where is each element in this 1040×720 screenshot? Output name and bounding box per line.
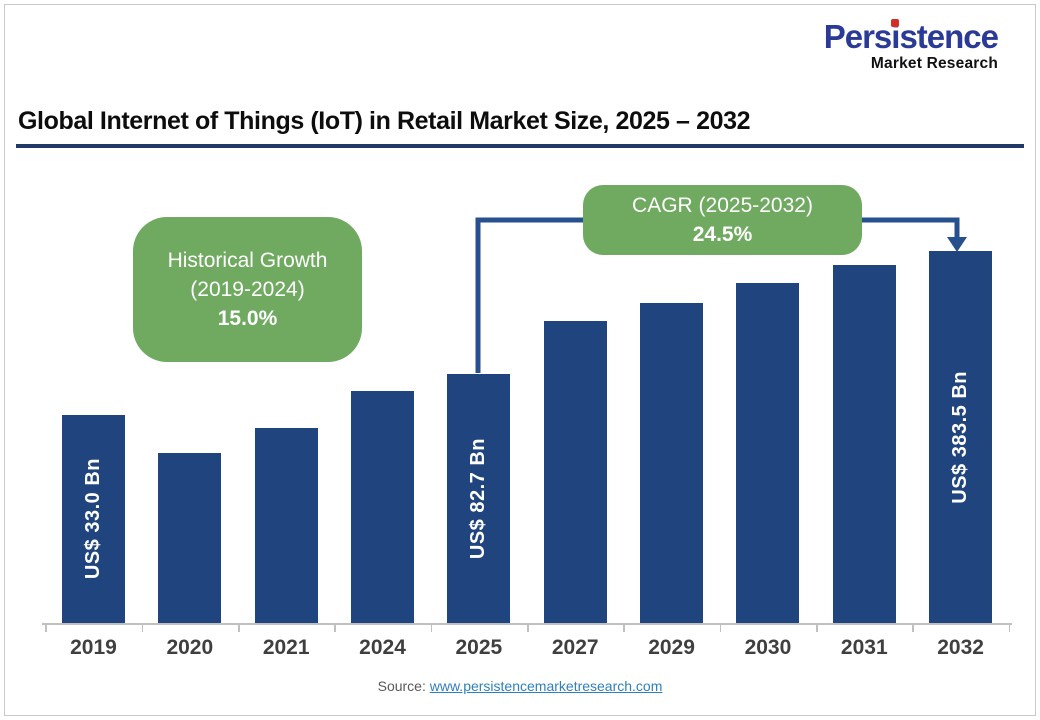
source-prefix: Source:	[377, 678, 426, 694]
bar-2019: US$ 33.0 Bn	[61, 415, 125, 623]
axis-tick	[238, 623, 240, 632]
bar-2025: US$ 82.7 Bn	[447, 374, 511, 623]
historical-growth-value: 15.0%	[217, 307, 278, 330]
bar-value-label-2025: US$ 82.7 Bn	[467, 437, 490, 560]
x-axis-label-2024: 2024	[359, 636, 406, 659]
bar-2031	[832, 265, 896, 623]
x-axis-label-2020: 2020	[166, 636, 214, 659]
x-axis-label-2031: 2031	[840, 636, 888, 659]
x-axis-label-2021: 2021	[262, 636, 310, 659]
bar-2029	[640, 303, 704, 623]
x-axis-label-2019: 2019	[70, 636, 117, 659]
historical-growth-line2: (2019-2024)	[190, 278, 305, 301]
page-title: Global Internet of Things (IoT) in Retai…	[18, 107, 751, 135]
bar-2032: US$ 383.5 Bn	[929, 251, 993, 623]
cagr-value: 24.5%	[692, 223, 753, 246]
cagr-line1: CAGR (2025-2032)	[632, 194, 813, 217]
bar-2021	[254, 428, 318, 623]
bar-2030	[736, 283, 800, 623]
logo: Persistence Market Research	[823, 18, 999, 72]
x-axis-line	[42, 623, 1012, 625]
title-underline	[16, 144, 1024, 148]
bar-value-label-2019: US$ 33.0 Bn	[81, 458, 104, 580]
bar-2027	[543, 321, 607, 623]
logo-tagline: Market Research	[870, 55, 998, 72]
axis-tick	[719, 623, 722, 632]
bar-2020	[158, 453, 222, 623]
x-axis-label-2030: 2030	[744, 636, 792, 659]
axis-tick	[141, 623, 144, 632]
bar-2024	[351, 391, 415, 623]
source-link[interactable]: www.persistencemarketresearch.com	[429, 678, 663, 694]
x-axis-label-2029: 2029	[648, 636, 695, 659]
source-line: Source: www.persistencemarketresearch.co…	[0, 678, 1040, 694]
axis-tick	[527, 623, 529, 632]
axis-tick	[334, 623, 336, 632]
axis-tick	[45, 623, 47, 632]
historical-growth-callout: Historical Growth (2019-2024) 15.0%	[133, 217, 362, 362]
axis-tick	[1008, 623, 1011, 632]
bar-value-label-2032: US$ 383.5 Bn	[949, 370, 972, 504]
axis-tick	[430, 623, 433, 632]
axis-tick	[623, 623, 625, 632]
x-axis-label-2027: 2027	[551, 636, 599, 659]
cagr-callout: CAGR (2025-2032) 24.5%	[583, 185, 862, 255]
x-axis-label-2032: 2032	[937, 636, 984, 659]
historical-growth-line1: Historical Growth	[167, 249, 328, 272]
axis-tick	[816, 623, 818, 632]
x-axis-label-2025: 2025	[455, 636, 503, 659]
logo-red-dot-i: i	[891, 18, 900, 55]
logo-brand-text: Persistence	[823, 18, 999, 55]
axis-tick	[912, 623, 914, 632]
